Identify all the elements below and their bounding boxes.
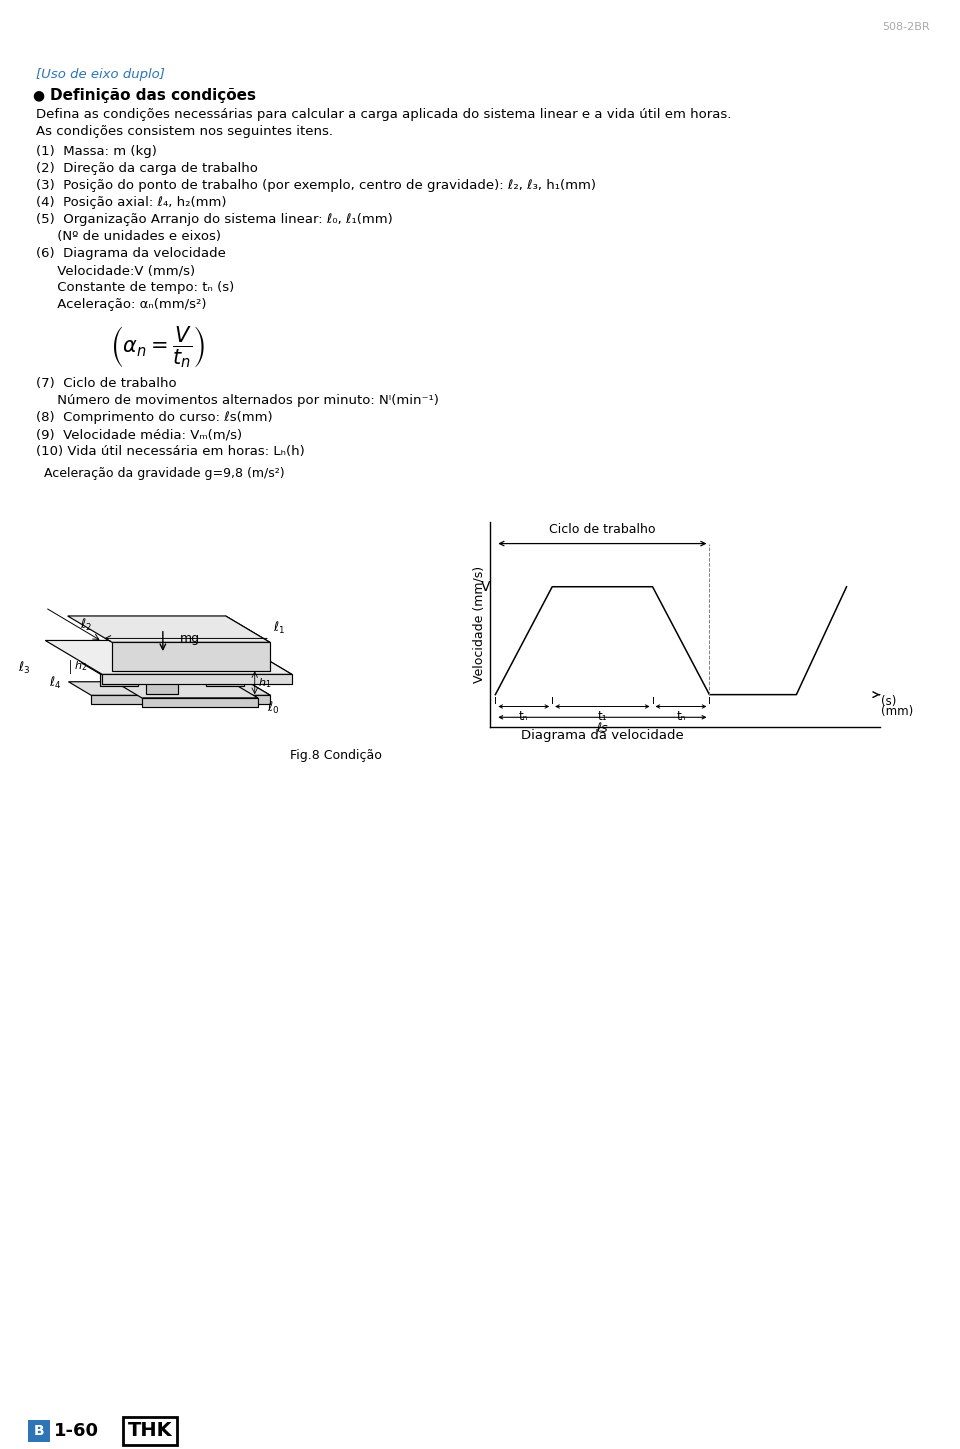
Polygon shape (235, 640, 292, 684)
Text: (1)  Massa: m (kg): (1) Massa: m (kg) (36, 145, 156, 158)
Text: tₙ: tₙ (676, 710, 685, 723)
Text: As condições consistem nos seguintes itens.: As condições consistem nos seguintes ite… (36, 125, 333, 138)
Text: $\ell_0$: $\ell_0$ (268, 700, 279, 716)
Polygon shape (225, 664, 244, 685)
Text: Aceleração da gravidade g=9,8 (m/s²): Aceleração da gravidade g=9,8 (m/s²) (36, 467, 284, 480)
Text: Número de movimentos alternados por minuto: Nᴵ(min⁻¹): Número de movimentos alternados por minu… (36, 394, 439, 407)
Text: Velocidade:V (mm/s): Velocidade:V (mm/s) (36, 264, 195, 277)
Text: Defina as condições necessárias para calcular a carga aplicada do sistema linear: Defina as condições necessárias para cal… (36, 109, 732, 122)
Text: (9)  Velocidade média: Vₘ(m/s): (9) Velocidade média: Vₘ(m/s) (36, 427, 242, 440)
Text: t₁: t₁ (597, 710, 607, 723)
Text: Definição das condições: Definição das condições (50, 88, 256, 103)
Text: (7)  Ciclo de trabalho: (7) Ciclo de trabalho (36, 377, 177, 390)
Polygon shape (195, 661, 257, 707)
Polygon shape (226, 616, 270, 671)
Polygon shape (248, 681, 271, 704)
Polygon shape (102, 674, 292, 684)
Text: (5)  Organização Arranjo do sistema linear: ℓ₀, ℓ₁(mm): (5) Organização Arranjo do sistema linea… (36, 213, 393, 226)
Polygon shape (187, 664, 244, 674)
Text: B: B (34, 1424, 44, 1437)
Text: THK: THK (128, 1421, 173, 1440)
Text: (2)  Direção da carga de trabalho: (2) Direção da carga de trabalho (36, 162, 258, 175)
Polygon shape (142, 698, 257, 707)
Text: Fig.8 Condição: Fig.8 Condição (290, 749, 382, 762)
Polygon shape (122, 649, 142, 672)
Polygon shape (45, 640, 292, 674)
Text: $\ell_3$: $\ell_3$ (18, 659, 30, 677)
Polygon shape (101, 674, 138, 685)
Text: (Nº de unidades e eixos): (Nº de unidades e eixos) (36, 230, 221, 243)
Text: (3)  Posição do ponto de trabalho (por exemplo, centro de gravidade): ℓ₂, ℓ₃, h₁: (3) Posição do ponto de trabalho (por ex… (36, 180, 596, 193)
Text: 1-60: 1-60 (54, 1421, 99, 1440)
Polygon shape (82, 664, 138, 674)
Text: (8)  Comprimento do curso: ℓs(mm): (8) Comprimento do curso: ℓs(mm) (36, 412, 273, 425)
Polygon shape (119, 664, 138, 685)
Polygon shape (112, 642, 270, 671)
Polygon shape (126, 671, 178, 682)
Text: ●: ● (32, 88, 44, 101)
Polygon shape (79, 661, 257, 698)
Polygon shape (110, 661, 142, 672)
Text: (4)  Posição axial: ℓ₄, h₂(mm): (4) Posição axial: ℓ₄, h₂(mm) (36, 196, 227, 209)
Text: (s): (s) (881, 694, 897, 707)
Text: mg: mg (180, 632, 200, 645)
Y-axis label: Velocidade (mm/s): Velocidade (mm/s) (473, 567, 486, 682)
Text: ℓs: ℓs (596, 722, 609, 735)
Text: V: V (481, 580, 491, 594)
Text: $h_1$: $h_1$ (258, 675, 271, 690)
Text: $h_2$: $h_2$ (74, 659, 87, 672)
Text: $\left(\alpha_n = \dfrac{V}{t_n}\right)$: $\left(\alpha_n = \dfrac{V}{t_n}\right)$ (110, 325, 205, 369)
Text: $\ell_1$: $\ell_1$ (273, 620, 285, 636)
Polygon shape (67, 616, 270, 642)
Text: (10) Vida útil necessária em horas: Lₕ(h): (10) Vida útil necessária em horas: Lₕ(h… (36, 445, 304, 458)
Text: Aceleração: αₙ(mm/s²): Aceleração: αₙ(mm/s²) (36, 298, 206, 312)
Text: Ciclo de trabalho: Ciclo de trabalho (549, 523, 656, 536)
Text: tₙ: tₙ (519, 710, 528, 723)
FancyBboxPatch shape (28, 1420, 50, 1442)
Text: (mm): (mm) (881, 706, 914, 719)
Text: Constante de tempo: tₙ (s): Constante de tempo: tₙ (s) (36, 281, 234, 294)
Polygon shape (146, 682, 178, 694)
Polygon shape (205, 674, 244, 685)
Text: $\ell_2$: $\ell_2$ (80, 616, 91, 633)
Polygon shape (157, 671, 178, 694)
Text: $\ell_4$: $\ell_4$ (49, 674, 61, 691)
Polygon shape (68, 681, 271, 696)
Polygon shape (91, 696, 271, 704)
Text: [Uso de eixo duplo]: [Uso de eixo duplo] (36, 68, 165, 81)
Polygon shape (90, 649, 142, 661)
Text: 508-2BR: 508-2BR (882, 22, 930, 32)
Text: (6)  Diagrama da velocidade: (6) Diagrama da velocidade (36, 246, 226, 259)
Text: Diagrama da velocidade: Diagrama da velocidade (521, 729, 684, 742)
